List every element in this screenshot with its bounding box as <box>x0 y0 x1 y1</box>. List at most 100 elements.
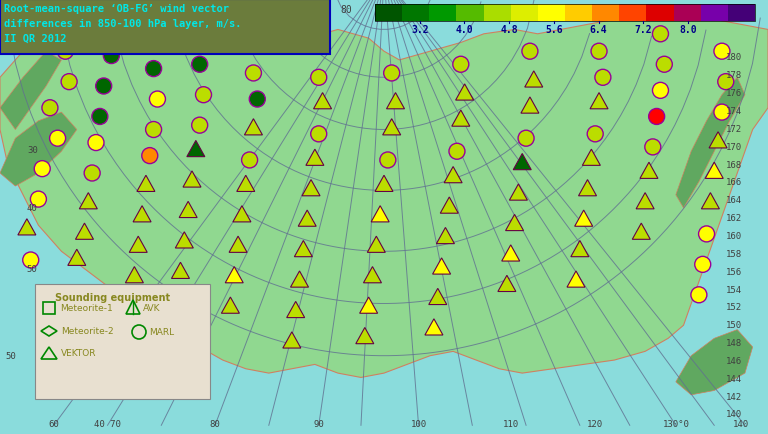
Circle shape <box>657 57 672 73</box>
Text: 168: 168 <box>726 160 742 169</box>
Polygon shape <box>18 219 36 235</box>
Polygon shape <box>294 241 313 257</box>
Polygon shape <box>440 197 458 214</box>
Polygon shape <box>709 132 727 148</box>
Bar <box>674 5 700 22</box>
Circle shape <box>150 92 165 108</box>
Circle shape <box>718 75 733 90</box>
Polygon shape <box>509 184 528 201</box>
Polygon shape <box>306 150 324 166</box>
Circle shape <box>88 135 104 151</box>
Text: 4.8: 4.8 <box>500 25 518 35</box>
FancyBboxPatch shape <box>0 0 330 55</box>
Polygon shape <box>125 267 144 283</box>
Bar <box>538 5 565 22</box>
Circle shape <box>50 131 65 147</box>
Polygon shape <box>183 171 201 187</box>
Polygon shape <box>133 206 151 222</box>
Polygon shape <box>298 210 316 227</box>
Circle shape <box>31 192 46 207</box>
Circle shape <box>35 161 50 177</box>
Circle shape <box>714 105 730 121</box>
Polygon shape <box>179 202 197 218</box>
Bar <box>511 5 538 22</box>
Circle shape <box>142 148 157 164</box>
Polygon shape <box>455 85 474 101</box>
Polygon shape <box>290 271 309 287</box>
Polygon shape <box>452 111 470 127</box>
Text: VEKTOR: VEKTOR <box>61 349 97 358</box>
Polygon shape <box>371 206 389 222</box>
Text: 100: 100 <box>411 419 426 428</box>
Polygon shape <box>382 119 401 135</box>
Bar <box>700 5 728 22</box>
Polygon shape <box>636 193 654 209</box>
Text: 170: 170 <box>726 142 742 151</box>
Text: AVK: AVK <box>143 304 161 313</box>
Circle shape <box>695 257 710 273</box>
Text: 8.0: 8.0 <box>679 25 697 35</box>
Polygon shape <box>574 210 593 227</box>
Circle shape <box>591 44 607 60</box>
Circle shape <box>649 109 664 125</box>
Text: 6.4: 6.4 <box>590 25 607 35</box>
Polygon shape <box>429 289 447 305</box>
Polygon shape <box>283 332 301 348</box>
Text: 162: 162 <box>726 214 742 223</box>
Bar <box>565 5 592 22</box>
Circle shape <box>250 92 265 108</box>
Circle shape <box>311 127 326 142</box>
Circle shape <box>192 57 207 73</box>
Circle shape <box>42 101 58 116</box>
Circle shape <box>192 118 207 134</box>
Text: 80: 80 <box>340 5 352 15</box>
Text: 152: 152 <box>726 302 742 312</box>
Polygon shape <box>0 9 768 378</box>
Circle shape <box>61 75 77 90</box>
Polygon shape <box>229 237 247 253</box>
Text: 178: 178 <box>726 71 742 80</box>
Text: 142: 142 <box>726 392 742 401</box>
Text: 110: 110 <box>503 419 518 428</box>
Circle shape <box>58 44 73 60</box>
Text: 180: 180 <box>726 53 742 62</box>
Text: 5.6: 5.6 <box>545 25 563 35</box>
Text: 164: 164 <box>726 196 742 205</box>
Circle shape <box>691 287 707 303</box>
Text: 160: 160 <box>726 231 742 240</box>
Text: 80: 80 <box>210 419 220 428</box>
Polygon shape <box>363 267 382 283</box>
Polygon shape <box>0 52 61 130</box>
Circle shape <box>246 66 261 82</box>
Circle shape <box>311 70 326 86</box>
Circle shape <box>595 70 611 86</box>
Text: 140: 140 <box>733 419 749 428</box>
Polygon shape <box>129 237 147 253</box>
Text: 176: 176 <box>726 89 742 98</box>
Text: II QR 2012: II QR 2012 <box>4 34 67 44</box>
Bar <box>728 5 755 22</box>
Polygon shape <box>432 258 451 274</box>
Text: 50: 50 <box>27 265 38 273</box>
Polygon shape <box>502 245 520 261</box>
Polygon shape <box>567 271 585 287</box>
Circle shape <box>380 153 396 168</box>
Text: 154: 154 <box>726 285 742 294</box>
Polygon shape <box>582 150 601 166</box>
Circle shape <box>84 166 100 181</box>
Text: Sounding equipment: Sounding equipment <box>55 293 170 302</box>
Polygon shape <box>375 176 393 192</box>
Polygon shape <box>590 93 608 109</box>
Text: 7.2: 7.2 <box>634 25 652 35</box>
Polygon shape <box>175 232 194 248</box>
Polygon shape <box>498 276 516 292</box>
Polygon shape <box>286 302 305 318</box>
Bar <box>402 5 429 22</box>
Polygon shape <box>187 141 205 157</box>
Circle shape <box>196 88 211 103</box>
Polygon shape <box>225 267 243 283</box>
Circle shape <box>522 44 538 60</box>
Polygon shape <box>571 241 589 257</box>
Polygon shape <box>233 206 251 222</box>
FancyBboxPatch shape <box>35 284 210 399</box>
